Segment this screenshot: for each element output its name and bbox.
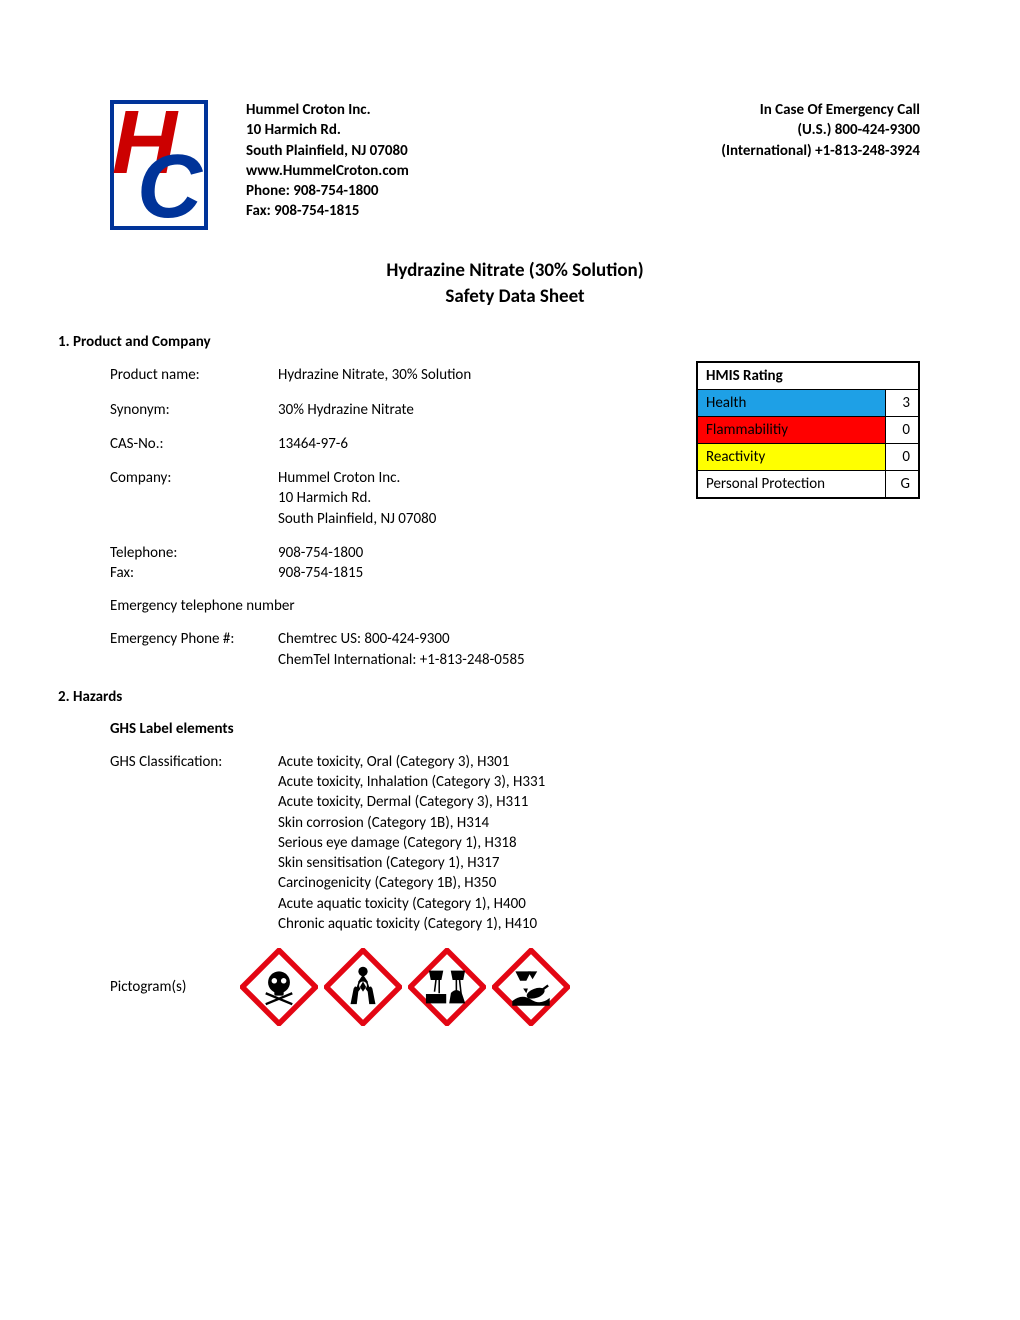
synonym-value: 30% Hydrazine Nitrate: [278, 400, 666, 420]
ghs-class-value: Acute toxicity, Oral (Category 3), H301 …: [278, 752, 920, 934]
title-line2: Safety Data Sheet: [110, 284, 920, 310]
fax-value: 908-754-1815: [278, 563, 666, 583]
product-info-column: Product name: Hydrazine Nitrate, 30% Sol…: [110, 365, 666, 684]
section-1-content: Product name: Hydrazine Nitrate, 30% Sol…: [110, 365, 920, 684]
hmis-row-label: Reactivity: [697, 444, 885, 471]
cas-label: CAS-No.:: [110, 434, 278, 454]
telephone-label: Telephone:: [110, 543, 278, 563]
company-address-block: Hummel Croton Inc. 10 Harmich Rd. South …: [246, 100, 721, 222]
hmis-row-label: Personal Protection: [697, 471, 885, 499]
header: H C Hummel Croton Inc. 10 Harmich Rd. So…: [110, 100, 920, 230]
hmis-row-label: Flammabilitiy: [697, 417, 885, 444]
company-value: Hummel Croton Inc. 10 Harmich Rd. South …: [278, 468, 666, 529]
hmis-row-value: 3: [885, 390, 919, 417]
section-1-heading: 1. Product and Company: [58, 333, 920, 351]
corrosion-pictogram-icon: [408, 948, 486, 1026]
emergency-block: In Case Of Emergency Call (U.S.) 800-424…: [721, 100, 920, 161]
environment-pictogram-icon: [492, 948, 570, 1026]
hmis-rating-table: HMIS Rating Health3Flammabilitiy0Reactiv…: [696, 361, 920, 499]
ghs-subhead: GHS Label elements: [110, 720, 920, 738]
emergency-line3: (International) +1-813-248-3924: [721, 141, 920, 161]
company-addr1: 10 Harmich Rd.: [246, 120, 721, 140]
pictogram-container: [240, 948, 570, 1026]
emergency-phone-value: Chemtrec US: 800-424-9300 ChemTel Intern…: [278, 629, 666, 670]
product-name-value: Hydrazine Nitrate, 30% Solution: [278, 365, 666, 385]
company-fax: Fax: 908-754-1815: [246, 201, 721, 221]
pictogram-label: Pictogram(s): [110, 978, 230, 996]
emergency-subhead: Emergency telephone number: [110, 597, 666, 615]
skull-pictogram-icon: [240, 948, 318, 1026]
synonym-label: Synonym:: [110, 400, 278, 420]
fax-label: Fax:: [110, 563, 278, 583]
pictogram-row: Pictogram(s): [110, 948, 920, 1026]
logo-letter-c: C: [137, 142, 202, 232]
company-phone: Phone: 908-754-1800: [246, 181, 721, 201]
health-hazard-pictogram-icon: [324, 948, 402, 1026]
company-addr2: South Plainfield, NJ 07080: [246, 141, 721, 161]
product-name-label: Product name:: [110, 365, 278, 385]
company-web: www.HummelCroton.com: [246, 161, 721, 181]
ghs-class-label: GHS Classification:: [110, 752, 278, 934]
hmis-row-label: Health: [697, 390, 885, 417]
hmis-title: HMIS Rating: [697, 362, 919, 390]
hmis-row-value: 0: [885, 444, 919, 471]
section-2-heading: 2. Hazards: [58, 688, 920, 706]
telephone-value: 908-754-1800: [278, 543, 666, 563]
document-title: Hydrazine Nitrate (30% Solution) Safety …: [110, 258, 920, 309]
cas-value: 13464-97-6: [278, 434, 666, 454]
company-label: Company:: [110, 468, 278, 529]
emergency-phone-label: Emergency Phone #:: [110, 629, 278, 670]
company-logo: H C: [110, 100, 208, 230]
hmis-row-value: G: [885, 471, 919, 499]
emergency-line1: In Case Of Emergency Call: [721, 100, 920, 120]
hmis-row-value: 0: [885, 417, 919, 444]
title-line1: Hydrazine Nitrate (30% Solution): [110, 258, 920, 284]
company-name: Hummel Croton Inc.: [246, 100, 721, 120]
ghs-classification-field: GHS Classification: Acute toxicity, Oral…: [110, 752, 920, 934]
emergency-line2: (U.S.) 800-424-9300: [721, 120, 920, 140]
